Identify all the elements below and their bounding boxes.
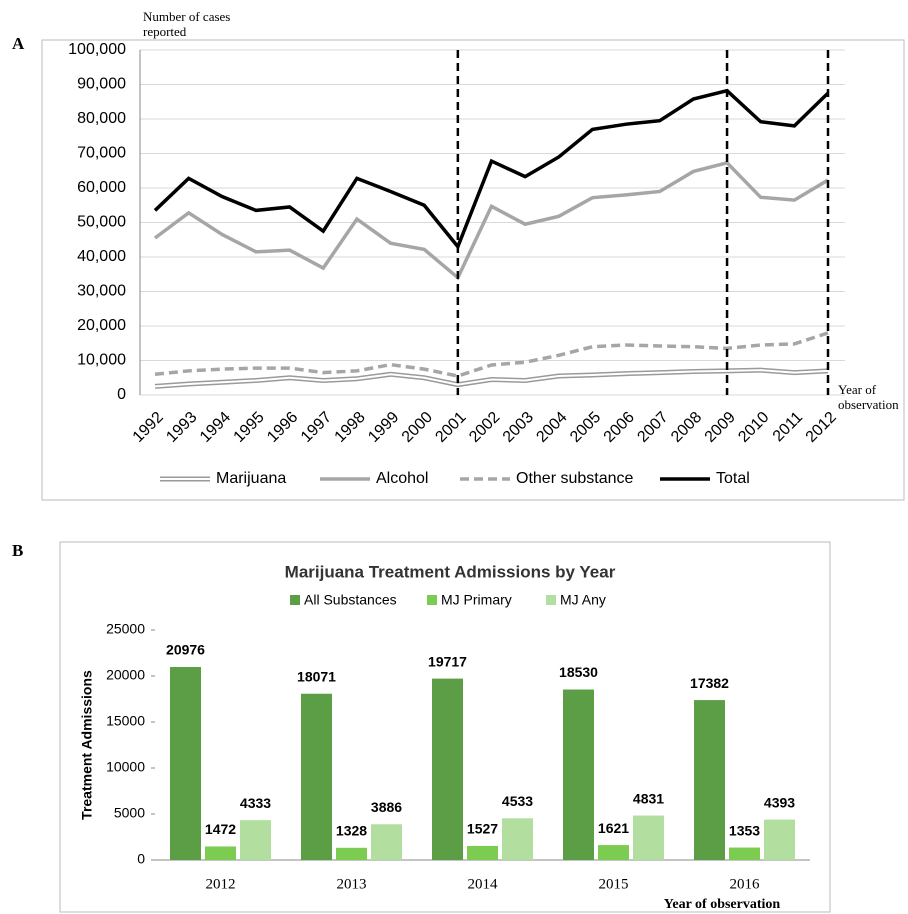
- data-label: 18530: [559, 664, 598, 680]
- x-tick-label: 1995: [231, 409, 268, 446]
- legend-label: Other substance: [516, 470, 634, 487]
- y-tick-label: 5000: [114, 805, 145, 821]
- y-tick-label: 90,000: [77, 76, 126, 93]
- y-tick-label: 15000: [106, 713, 145, 729]
- x-tick-label: 2012: [803, 409, 840, 446]
- x-tick-label: 2014: [468, 876, 499, 892]
- bar: [301, 693, 332, 860]
- panel-label: A: [12, 34, 25, 53]
- bar: [764, 819, 795, 860]
- data-label: 1621: [598, 820, 629, 836]
- bar: [729, 847, 760, 860]
- y-tick-label: 50,000: [77, 214, 126, 231]
- data-label: 1527: [467, 821, 498, 837]
- y-tick-label: 20000: [106, 667, 145, 683]
- legend-label: Total: [716, 470, 750, 487]
- x-tick-label: 2007: [634, 409, 671, 446]
- y-tick-label: 0: [137, 851, 145, 867]
- x-tick-label: 2000: [399, 409, 436, 446]
- data-label: 4333: [240, 795, 271, 811]
- x-tick-label: 2012: [206, 876, 236, 892]
- x-tick-label: 1993: [163, 409, 200, 446]
- data-label: 1353: [729, 822, 760, 838]
- legend-label: All Substances: [304, 592, 397, 608]
- bar: [694, 700, 725, 860]
- x-tick-label: 2011: [770, 409, 806, 445]
- x-tick-label: 2016: [730, 876, 761, 892]
- legend-label: MJ Any: [560, 592, 606, 608]
- bar: [371, 824, 402, 860]
- data-label: 1328: [336, 822, 367, 838]
- x-tick-label: 2001: [432, 409, 469, 446]
- legend-label: MJ Primary: [441, 592, 512, 608]
- y-tick-label: 0: [117, 386, 126, 403]
- x-tick-label: 2013: [337, 876, 367, 892]
- x-tick-label: 1999: [365, 409, 402, 446]
- bar: [432, 678, 463, 860]
- y-tick-label: 25000: [106, 621, 145, 637]
- x-tick-label: 2004: [533, 409, 570, 446]
- data-label: 4393: [764, 794, 795, 810]
- y-tick-label: 20,000: [77, 317, 126, 334]
- line: [154, 369, 829, 388]
- bar: [598, 845, 629, 860]
- data-label: 20976: [166, 642, 205, 658]
- x-tick-label: 2005: [567, 409, 604, 446]
- data-label: 17382: [690, 675, 729, 691]
- legend-label: Alcohol: [376, 470, 428, 487]
- bar: [205, 846, 236, 860]
- x-tick-label: 1998: [332, 409, 369, 446]
- y-tick-label: 10,000: [77, 352, 126, 369]
- x-tick-label: 2010: [735, 409, 772, 446]
- x-tick-label: 1996: [264, 409, 301, 446]
- data-label: 19717: [428, 653, 467, 669]
- line: [153, 88, 830, 251]
- y-tick-label: 60,000: [77, 179, 126, 196]
- y-tick-label: 30,000: [77, 283, 126, 300]
- x-tick-label: 2002: [466, 409, 503, 446]
- x-tick-label: 2009: [702, 409, 739, 446]
- y-tick-label: 100,000: [68, 41, 126, 58]
- panel-a-frame: [41, 39, 905, 501]
- x-tick-label: 2003: [500, 409, 537, 446]
- x-tick-label: 1997: [298, 409, 335, 446]
- bar: [502, 818, 533, 860]
- legend-swatch: [546, 595, 556, 605]
- y-tick-label: 70,000: [77, 145, 126, 162]
- y-tick-label: 80,000: [77, 110, 126, 127]
- y-axis-label: Number of cases reported: [143, 9, 231, 39]
- x-axis-label: Year of observation: [838, 382, 899, 412]
- bar: [240, 820, 271, 860]
- data-label: 4831: [633, 790, 664, 806]
- bar: [467, 845, 498, 860]
- x-tick-label: 2006: [601, 409, 638, 446]
- legend-swatch: [427, 595, 437, 605]
- line: [154, 331, 829, 378]
- bar: [336, 847, 367, 860]
- bar: [170, 667, 201, 860]
- data-label: 18071: [297, 668, 336, 684]
- data-label: 1472: [205, 821, 236, 837]
- x-tick-label: 1992: [130, 409, 167, 446]
- x-tick-label: 1994: [197, 409, 234, 446]
- x-axis-label: Year of observation: [664, 897, 781, 912]
- bar: [633, 815, 664, 860]
- legend-swatch: [290, 595, 300, 605]
- panel-label: B: [12, 541, 23, 560]
- chart-title: Marijuana Treatment Admissions by Year: [285, 562, 616, 581]
- y-tick-label: 10000: [106, 759, 145, 775]
- y-tick-label: 40,000: [77, 248, 126, 265]
- x-tick-label: 2015: [599, 876, 629, 892]
- panel-b-frame: [59, 541, 831, 913]
- bar: [563, 689, 594, 860]
- data-label: 4533: [502, 793, 533, 809]
- y-axis-label: Treatment Admissions: [79, 670, 95, 820]
- x-tick-label: 2008: [668, 409, 705, 446]
- data-label: 3886: [371, 799, 402, 815]
- line: [153, 160, 829, 281]
- legend-label: Marijuana: [216, 470, 286, 487]
